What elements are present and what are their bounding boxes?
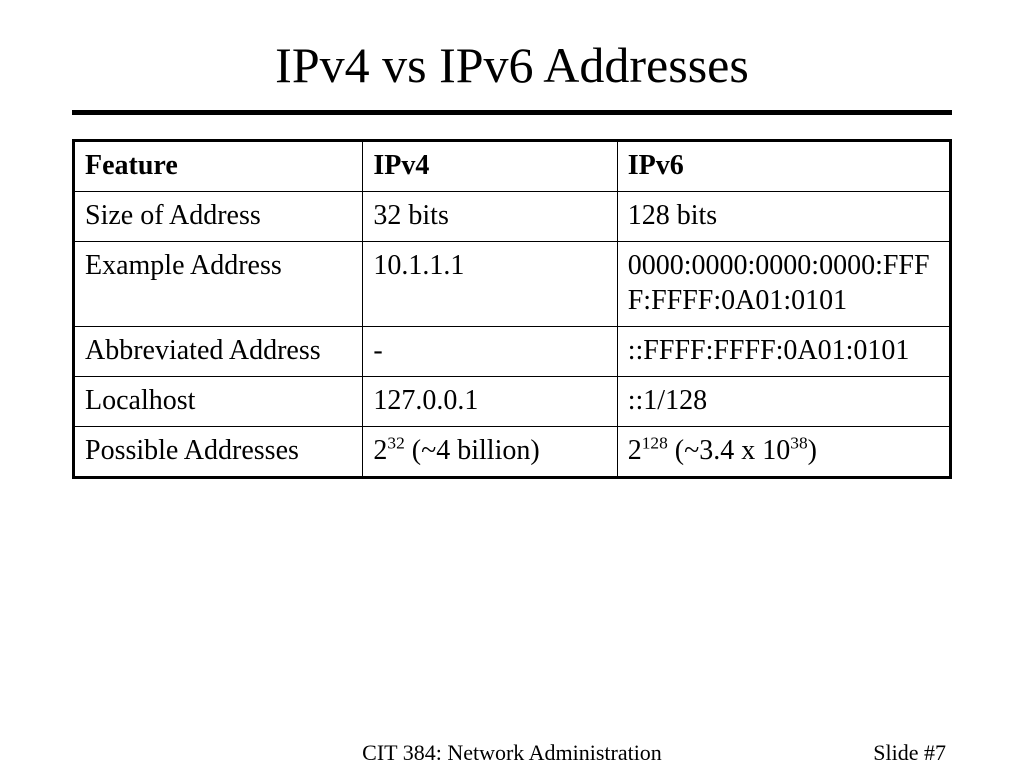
footer-course: CIT 384: Network Administration <box>0 740 1024 766</box>
table-row: Size of Address32 bits128 bits <box>74 192 951 242</box>
cell-ipv6: ::1/128 <box>617 377 950 427</box>
slide-title: IPv4 vs IPv6 Addresses <box>0 0 1024 110</box>
cell-feature: Localhost <box>74 377 363 427</box>
cell-feature: Possible Addresses <box>74 427 363 478</box>
col-header-ipv4: IPv4 <box>363 141 617 192</box>
cell-ipv6: 0000:0000:0000:0000:FFFF:FFFF:0A01:0101 <box>617 242 950 327</box>
table-row: Localhost127.0.0.1::1/128 <box>74 377 951 427</box>
cell-ipv6: 2128 (~3.4 x 1038) <box>617 427 950 478</box>
col-header-feature: Feature <box>74 141 363 192</box>
comparison-table: Feature IPv4 IPv6 Size of Address32 bits… <box>72 139 952 479</box>
cell-ipv6: 128 bits <box>617 192 950 242</box>
table-row: Abbreviated Address-::FFFF:FFFF:0A01:010… <box>74 327 951 377</box>
table-row: Possible Addresses232 (~4 billion)2128 (… <box>74 427 951 478</box>
footer-slideno: Slide #7 <box>873 740 946 766</box>
cell-ipv4: 232 (~4 billion) <box>363 427 617 478</box>
cell-ipv4: 32 bits <box>363 192 617 242</box>
comparison-table-wrap: Feature IPv4 IPv6 Size of Address32 bits… <box>72 139 952 479</box>
slide: IPv4 vs IPv6 Addresses Feature IPv4 IPv6… <box>0 0 1024 768</box>
cell-ipv4: 127.0.0.1 <box>363 377 617 427</box>
cell-ipv4: 10.1.1.1 <box>363 242 617 327</box>
cell-feature: Abbreviated Address <box>74 327 363 377</box>
table-body: Size of Address32 bits128 bitsExample Ad… <box>74 192 951 478</box>
cell-feature: Size of Address <box>74 192 363 242</box>
cell-ipv4: - <box>363 327 617 377</box>
title-rule <box>72 110 952 115</box>
cell-ipv6: ::FFFF:FFFF:0A01:0101 <box>617 327 950 377</box>
cell-feature: Example Address <box>74 242 363 327</box>
table-header-row: Feature IPv4 IPv6 <box>74 141 951 192</box>
col-header-ipv6: IPv6 <box>617 141 950 192</box>
table-row: Example Address10.1.1.10000:0000:0000:00… <box>74 242 951 327</box>
